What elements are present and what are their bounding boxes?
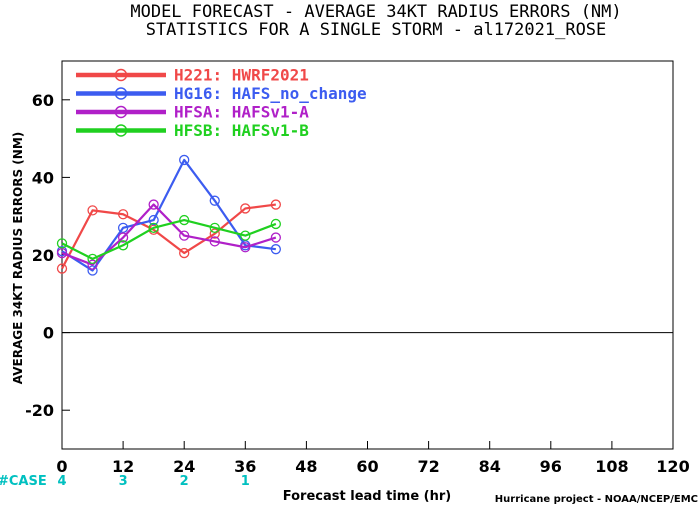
series-0 xyxy=(56,199,282,274)
data-point xyxy=(148,199,159,210)
series-3 xyxy=(56,214,282,265)
plot-frame xyxy=(61,60,674,450)
data-point xyxy=(179,247,190,259)
data-point xyxy=(209,195,220,206)
legend-entry: HFSB: HAFSv1-B xyxy=(76,121,309,140)
x-tick-label: 72 xyxy=(417,457,439,476)
legend-marker xyxy=(114,87,128,100)
x-tick-label: 36 xyxy=(234,457,256,476)
y-tick-label: 60 xyxy=(32,91,54,110)
data-point xyxy=(117,240,129,251)
data-point xyxy=(87,259,98,270)
data-point xyxy=(87,265,98,276)
case-count: 3 xyxy=(119,474,128,489)
data-point xyxy=(87,205,98,216)
data-point xyxy=(240,230,251,241)
y-axis: -20 0 20 40 60 xyxy=(25,91,70,420)
data-point xyxy=(270,244,282,255)
y-axis-label: AVERAGE 34KT RADIUS ERRORS (NM) xyxy=(11,132,25,384)
series-line xyxy=(61,203,277,266)
data-point xyxy=(270,232,282,243)
case-label: #CASE xyxy=(0,474,47,489)
data-point xyxy=(56,247,68,259)
x-tick-label: 84 xyxy=(479,457,501,476)
x-axis-label: Forecast lead time (hr) xyxy=(283,489,451,504)
data-point xyxy=(209,222,220,233)
data-point xyxy=(56,263,68,274)
data-point xyxy=(270,218,282,230)
case-count: 2 xyxy=(180,474,189,489)
legend-label: HFSB: HAFSv1-B xyxy=(174,121,309,140)
x-tick-label: 108 xyxy=(595,457,628,476)
series-2 xyxy=(56,199,282,270)
data-point xyxy=(117,232,129,243)
data-point xyxy=(179,230,190,241)
legend-entry: HG16: HAFS_no_change xyxy=(76,84,367,103)
x-tick-label: 60 xyxy=(356,457,378,476)
data-point xyxy=(179,214,190,226)
data-point xyxy=(240,242,251,253)
legend-marker xyxy=(114,68,128,82)
data-point xyxy=(148,214,159,226)
data-point xyxy=(56,238,68,249)
x-axis: 0 12 24 36 48 60 72 84 96 108 120 xyxy=(56,441,690,476)
data-point xyxy=(117,222,129,233)
y-tick-label: 20 xyxy=(32,246,54,265)
x-tick-label: 48 xyxy=(295,457,317,476)
legend-marker xyxy=(114,124,128,137)
chart-title-line1: MODEL FORECAST - AVERAGE 34KT RADIUS ERR… xyxy=(130,2,621,22)
legend-marker xyxy=(114,105,128,119)
y-tick-label: 40 xyxy=(32,168,54,187)
data-point xyxy=(87,253,98,265)
data-point xyxy=(148,222,159,233)
y-tick-label: -20 xyxy=(25,401,54,420)
case-count: 1 xyxy=(241,474,250,489)
x-tick-label: 96 xyxy=(540,457,562,476)
x-tick-label: 0 xyxy=(56,457,67,476)
case-count: 4 xyxy=(57,474,66,489)
legend-entry: HFSA: HAFSv1-A xyxy=(76,103,309,122)
chart-title-line2: STATISTICS FOR A SINGLE STORM - al172021… xyxy=(146,20,607,40)
data-point xyxy=(209,228,220,239)
legend-label: HFSA: HAFSv1-A xyxy=(174,103,309,122)
data-point xyxy=(117,209,129,220)
x-tick-label: 12 xyxy=(112,457,134,476)
data-point xyxy=(270,199,282,210)
credit-text: Hurricane project - NOAA/NCEP/EMC xyxy=(495,494,698,505)
legend-label: HG16: HAFS_no_change xyxy=(174,84,367,103)
x-tick-label: 24 xyxy=(173,457,195,476)
series-layer xyxy=(56,154,282,276)
y-tick-label: 0 xyxy=(43,324,54,343)
data-point xyxy=(240,203,251,214)
data-point xyxy=(209,236,220,247)
data-point xyxy=(179,154,190,166)
series-line xyxy=(61,218,277,260)
case-row: 4 3 2 1 xyxy=(57,474,249,489)
series-line xyxy=(61,158,276,272)
x-tick-label: 120 xyxy=(656,457,689,476)
legend-label: H221: HWRF2021 xyxy=(174,66,309,85)
legend-entry: H221: HWRF2021 xyxy=(76,66,309,85)
